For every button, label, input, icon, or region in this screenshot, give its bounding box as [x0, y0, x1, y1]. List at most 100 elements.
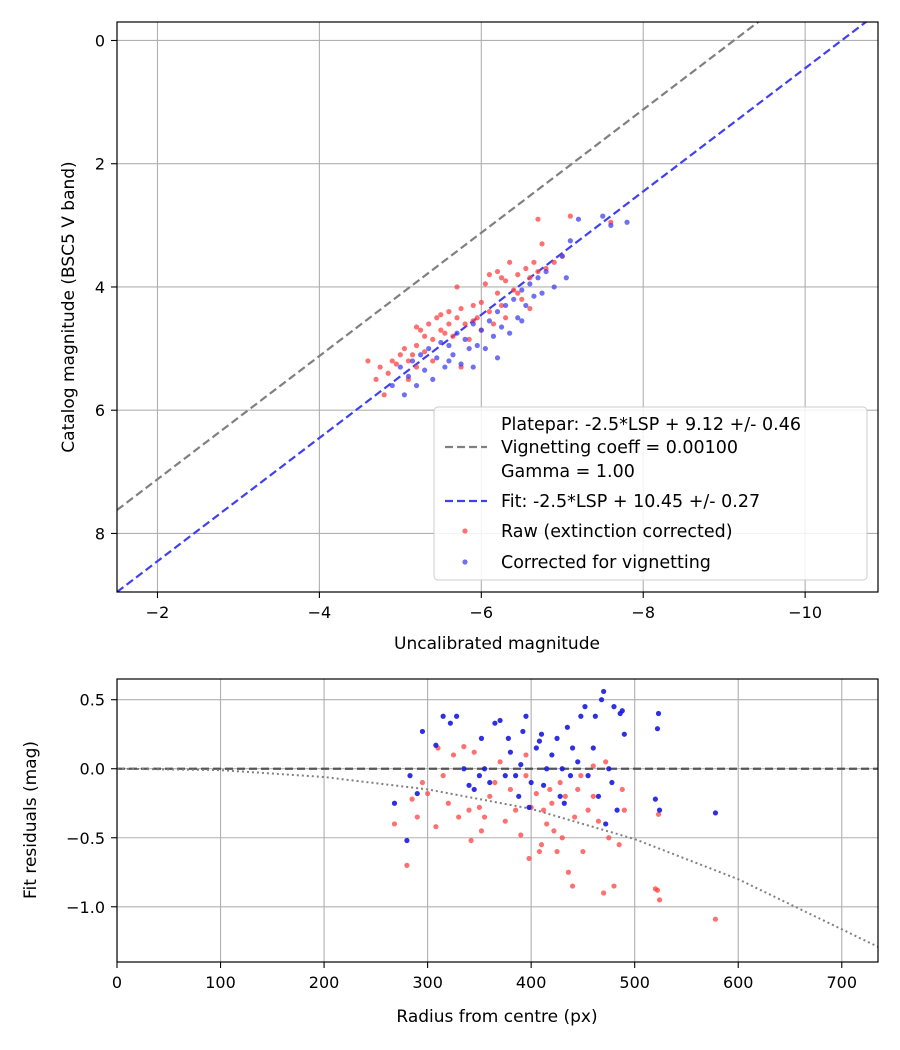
- raw-residual-point: [445, 800, 451, 806]
- corrected-point: [551, 284, 557, 290]
- corrected-point: [438, 339, 444, 346]
- corrected-point: [543, 268, 549, 275]
- raw-residual-point: [523, 752, 529, 758]
- top-x-tick-label: −10: [788, 603, 822, 622]
- raw-residual-point: [440, 773, 446, 779]
- raw-residual-point: [559, 835, 565, 841]
- raw-residual-point: [414, 814, 420, 820]
- raw-point: [515, 290, 521, 296]
- raw-residual-point: [590, 763, 596, 769]
- raw-residual-point: [425, 790, 431, 797]
- corrected-residual-point: [575, 759, 581, 765]
- raw-point: [523, 265, 529, 272]
- raw-residual-point: [572, 814, 578, 820]
- raw-point: [454, 284, 460, 290]
- raw-point: [377, 364, 383, 370]
- corrected-point: [567, 238, 573, 244]
- raw-point: [494, 268, 501, 275]
- top-x-tick-label: −2: [146, 603, 170, 622]
- raw-residual-point: [655, 811, 662, 817]
- corrected-residual-point: [611, 704, 617, 710]
- corrected-point: [470, 364, 476, 370]
- corrected-point: [389, 382, 395, 389]
- corrected-residual-point: [582, 704, 588, 710]
- raw-residual-point: [538, 842, 545, 848]
- raw-point: [470, 302, 476, 309]
- corrected-point: [511, 296, 517, 302]
- raw-point: [446, 309, 452, 315]
- bottom-x-tick-label: 700: [826, 973, 857, 992]
- raw-point: [393, 361, 399, 367]
- raw-point: [494, 290, 501, 296]
- raw-residual-point: [544, 821, 550, 827]
- raw-residual-point: [565, 869, 572, 875]
- bottom-x-axis-label: Radius from centre (px): [396, 1007, 597, 1027]
- raw-residual-point: [554, 848, 560, 855]
- corrected-point: [494, 309, 501, 315]
- raw-point: [507, 259, 513, 265]
- raw-residual-point: [523, 773, 529, 779]
- bottom-y-tick-label: 0.0: [80, 760, 105, 779]
- corrected-residual-point: [712, 810, 719, 816]
- raw-point: [498, 275, 505, 281]
- raw-point: [397, 352, 403, 358]
- legend-corrected-label: Corrected for vignetting: [501, 553, 711, 573]
- corrected-point: [563, 275, 569, 281]
- bottom-x-tick-label: 100: [205, 973, 236, 992]
- raw-residual-point: [466, 807, 472, 813]
- raw-residual-point: [536, 848, 543, 855]
- corrected-point: [507, 330, 513, 336]
- bottom-x-tick-label: 200: [309, 973, 340, 992]
- raw-residual-point: [497, 759, 503, 765]
- raw-residual-point: [409, 796, 415, 802]
- corrected-residual-point: [523, 713, 529, 719]
- corrected-point: [486, 318, 493, 324]
- corrected-residual-point: [404, 837, 410, 844]
- raw-point: [519, 296, 525, 302]
- raw-residual-point: [502, 818, 508, 824]
- corrected-residual-point: [433, 742, 439, 748]
- top-y-axis-label: Catalog magnitude (BSC5 V band): [59, 161, 79, 452]
- raw-residual-point: [562, 793, 568, 799]
- raw-residual-point: [461, 744, 467, 750]
- corrected-point: [409, 358, 416, 364]
- bottom-x-tick-label: 400: [516, 973, 547, 992]
- raw-residual-point: [575, 786, 581, 793]
- legend-raw-label: Raw (extinction corrected): [501, 522, 733, 542]
- raw-point: [409, 352, 416, 358]
- corrected-point: [454, 330, 460, 336]
- residuals-plot: 0 100 200 300 400 500 600 700 0.5 0.0 −0.5 −1.0 Ra…: [21, 678, 879, 1027]
- top-x-axis-label: Uncalibrated magnitude: [394, 634, 600, 654]
- raw-point: [502, 315, 509, 321]
- raw-residual-point: [507, 786, 514, 793]
- raw-residual-point: [419, 779, 426, 786]
- corrected-residual-point: [614, 807, 620, 813]
- corrected-point: [527, 281, 533, 287]
- raw-point: [486, 272, 493, 278]
- bottom-y-axis-label: Fit residuals (mag): [21, 741, 41, 899]
- corrected-residual-point: [549, 752, 555, 758]
- corrected-point: [466, 345, 472, 352]
- raw-point: [381, 392, 387, 398]
- top-x-tick-label: −6: [470, 603, 494, 622]
- corrected-point: [559, 253, 565, 259]
- raw-residual-point: [580, 848, 586, 855]
- corrected-point: [458, 361, 464, 367]
- corrected-residual-point: [440, 713, 446, 719]
- raw-point: [551, 259, 557, 265]
- raw-residual-point: [578, 773, 584, 779]
- top-y-tick-label: 4: [95, 278, 105, 297]
- corrected-residual-point: [557, 793, 563, 799]
- corrected-residual-point: [654, 726, 661, 732]
- raw-point: [413, 364, 420, 370]
- raw-point: [450, 333, 456, 339]
- raw-residual-point: [557, 779, 563, 786]
- corrected-point: [519, 287, 525, 293]
- bottom-x-tick-label: 600: [723, 973, 754, 992]
- corrected-point: [494, 355, 501, 361]
- raw-residual-point: [456, 814, 462, 820]
- corrected-residual-point: [526, 804, 532, 810]
- corrected-point: [523, 302, 529, 309]
- legend-platepar-line3: Gamma = 1.00: [501, 462, 635, 482]
- raw-point: [511, 287, 517, 293]
